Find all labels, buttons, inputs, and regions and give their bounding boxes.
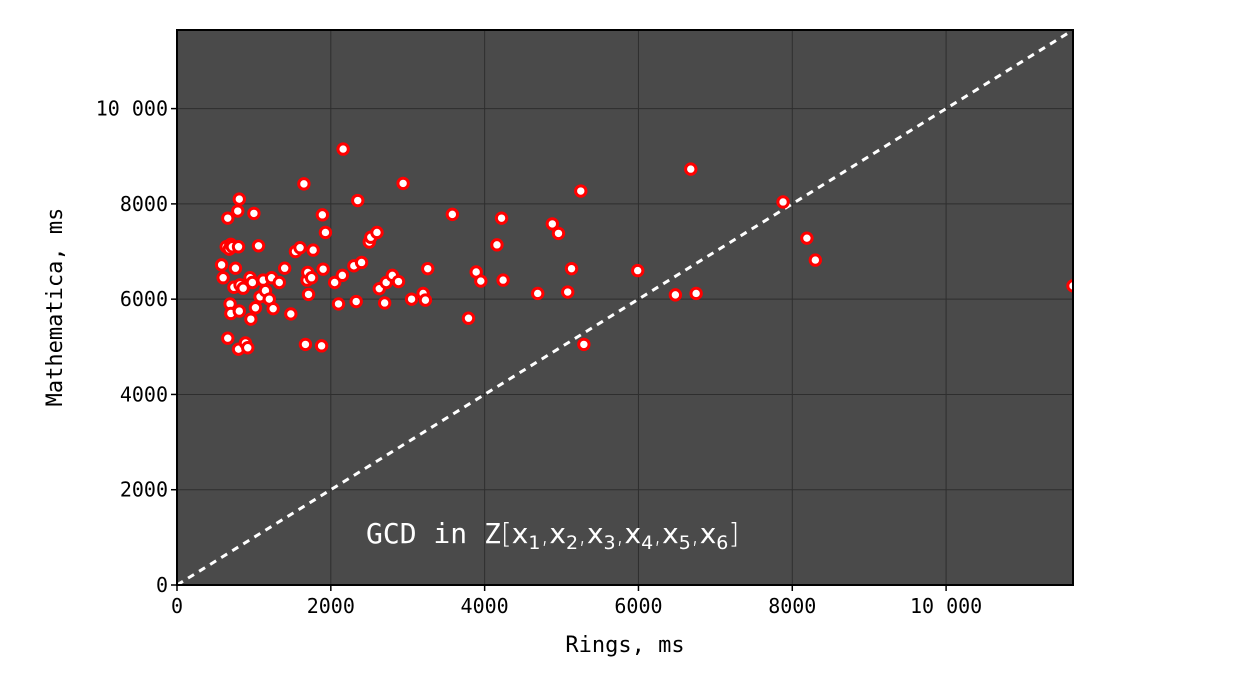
data-point (245, 275, 260, 290)
y-tick-label: 8000 (120, 192, 168, 216)
data-point (331, 297, 346, 311)
x-tick-label: 10 000 (910, 594, 982, 618)
y-tick-label: 10 000 (96, 97, 168, 121)
plot-frame (176, 29, 1074, 586)
data-point (349, 294, 363, 309)
data-point (461, 311, 476, 325)
data-point (306, 243, 320, 257)
data-point (370, 225, 384, 240)
data-point (421, 261, 435, 276)
data-point (574, 184, 588, 198)
y-tick-label: 4000 (120, 382, 168, 406)
data-point (266, 301, 280, 316)
y-tick-label: 6000 (120, 287, 168, 311)
data-point (531, 286, 545, 301)
data-point (689, 286, 703, 301)
data-point (561, 285, 575, 299)
data-point (231, 240, 246, 254)
data-point (231, 204, 245, 218)
data-point (318, 225, 333, 240)
data-point (418, 293, 433, 307)
data-point (216, 271, 230, 285)
y-axis-label: Mathematica, ms (43, 208, 68, 407)
data-point (351, 193, 365, 208)
y-tick-label: 2000 (120, 478, 168, 502)
data-point (284, 307, 298, 321)
data-point (800, 231, 814, 245)
data-point (335, 268, 350, 283)
data-point (298, 337, 313, 352)
data-point (247, 206, 261, 221)
data-point (214, 258, 229, 272)
data-point (248, 301, 263, 315)
data-point (630, 263, 645, 278)
data-point (304, 271, 319, 285)
data-point (301, 287, 316, 302)
data-point (545, 217, 560, 231)
chart-annotation: GCD in Z[x1,x2,x3,x4,x5,x6] (366, 517, 739, 554)
data-point (808, 253, 823, 267)
data-point (776, 195, 790, 209)
data-point (221, 211, 235, 225)
data-point (474, 274, 488, 288)
data-point (668, 288, 683, 302)
data-point (496, 273, 510, 287)
data-point (272, 275, 286, 290)
data-point (564, 261, 579, 276)
x-tick-label: 2000 (307, 594, 355, 618)
x-tick-label: 8000 (768, 594, 816, 618)
x-axis-label: Rings, ms (565, 633, 684, 658)
data-point (404, 292, 419, 306)
data-point (232, 192, 246, 206)
data-point (297, 177, 311, 191)
x-tick-label: 4000 (461, 594, 509, 618)
data-point (354, 255, 369, 270)
data-point (551, 226, 566, 241)
data-point (277, 261, 292, 275)
data-point (293, 241, 307, 255)
data-point (315, 208, 330, 222)
data-point (241, 341, 255, 355)
data-point (236, 281, 250, 295)
data-point (377, 296, 392, 310)
data-point (232, 304, 246, 318)
y-tick-label: 0 (156, 573, 168, 597)
data-point (445, 207, 460, 222)
data-point (577, 337, 591, 352)
data-point (221, 331, 235, 345)
data-point (1066, 279, 1073, 293)
data-point (251, 239, 266, 253)
data-points (214, 142, 1073, 356)
data-point (490, 238, 504, 252)
reference-line-layer (177, 30, 1073, 585)
data-point (494, 211, 509, 225)
data-point (327, 275, 342, 290)
data-point (396, 176, 410, 191)
x-tick-label: 0 (171, 594, 183, 618)
y-axis-ticks: 0 2000 4000 6000 8000 10 000 (96, 97, 177, 597)
x-tick-label: 6000 (614, 594, 662, 618)
reference-line-y-equals-x (177, 30, 1073, 585)
data-point (391, 274, 406, 289)
data-point (314, 339, 329, 353)
x-axis-ticks: 0 2000 4000 6000 8000 10 000 (171, 585, 982, 618)
data-point (316, 262, 330, 276)
data-point (684, 162, 698, 176)
data-point (228, 261, 243, 275)
data-point (336, 142, 350, 156)
data-point (244, 312, 258, 326)
